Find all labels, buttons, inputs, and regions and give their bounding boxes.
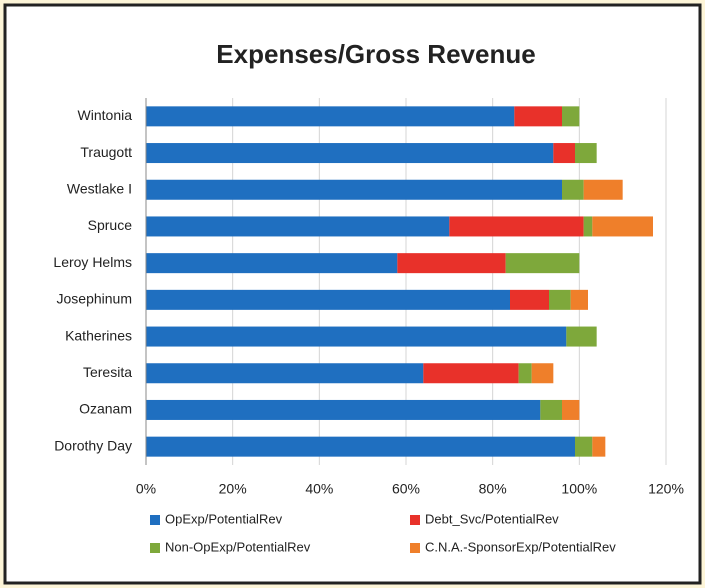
x-tick-label: 40%: [305, 481, 333, 497]
bar-segment: [562, 106, 580, 127]
y-tick-label: Teresita: [83, 364, 132, 380]
legend-label: Debt_Svc/PotentialRev: [425, 511, 559, 526]
y-tick-label: Wintonia: [78, 107, 133, 123]
bar-segment: [575, 143, 597, 164]
bar-segment: [518, 363, 532, 384]
bar-segment: [583, 179, 623, 200]
bar-segment: [553, 143, 575, 164]
bar-segment: [510, 289, 549, 310]
bar-segment: [146, 436, 575, 457]
bar-segment: [575, 436, 593, 457]
bar-segment: [146, 326, 567, 347]
bar-segment: [562, 179, 584, 200]
bar-segment: [549, 289, 571, 310]
bar-segment: [146, 143, 554, 164]
bar-segment: [583, 216, 593, 237]
bar-segment: [146, 289, 510, 310]
x-tick-label: 120%: [648, 481, 684, 497]
bar-segment: [146, 399, 541, 420]
bar-segment: [562, 399, 580, 420]
y-tick-label: Ozanam: [79, 401, 132, 417]
x-tick-label: 20%: [219, 481, 247, 497]
bar-segment: [423, 363, 519, 384]
bar-segment: [531, 363, 554, 384]
x-tick-label: 0%: [136, 481, 156, 497]
bar-segment: [449, 216, 584, 237]
bar-segment: [146, 179, 562, 200]
bar-segment: [514, 106, 562, 127]
legend-label: OpExp/PotentialRev: [165, 511, 283, 526]
x-tick-label: 60%: [392, 481, 420, 497]
legend-label: Non-OpExp/PotentialRev: [165, 539, 311, 554]
chart-title: Expenses/Gross Revenue: [216, 39, 535, 69]
y-tick-label: Leroy Helms: [53, 254, 132, 270]
bar-segment: [570, 289, 588, 310]
bar-segment: [397, 253, 506, 274]
bar-segment: [566, 326, 597, 347]
x-tick-label: 80%: [479, 481, 507, 497]
y-tick-label: Dorothy Day: [54, 437, 132, 453]
bar-segment: [146, 106, 515, 127]
y-tick-label: Traugott: [80, 144, 132, 160]
x-tick-label: 100%: [561, 481, 597, 497]
bar-segment: [146, 216, 450, 237]
bar-segment: [146, 253, 398, 274]
bar-segment: [592, 216, 653, 237]
y-tick-label: Spruce: [88, 217, 133, 233]
legend-swatch: [410, 515, 420, 525]
y-tick-label: Josephinum: [57, 291, 133, 307]
legend-label: C.N.A.-SponsorExp/PotentialRev: [425, 539, 616, 554]
bar-segment: [505, 253, 580, 274]
legend-swatch: [150, 543, 160, 553]
legend-swatch: [150, 515, 160, 525]
bar-segment: [592, 436, 606, 457]
y-tick-label: Westlake I: [67, 180, 132, 196]
legend-swatch: [410, 543, 420, 553]
bar-segment: [540, 399, 562, 420]
y-tick-label: Katherines: [65, 327, 132, 343]
bar-segment: [146, 363, 424, 384]
